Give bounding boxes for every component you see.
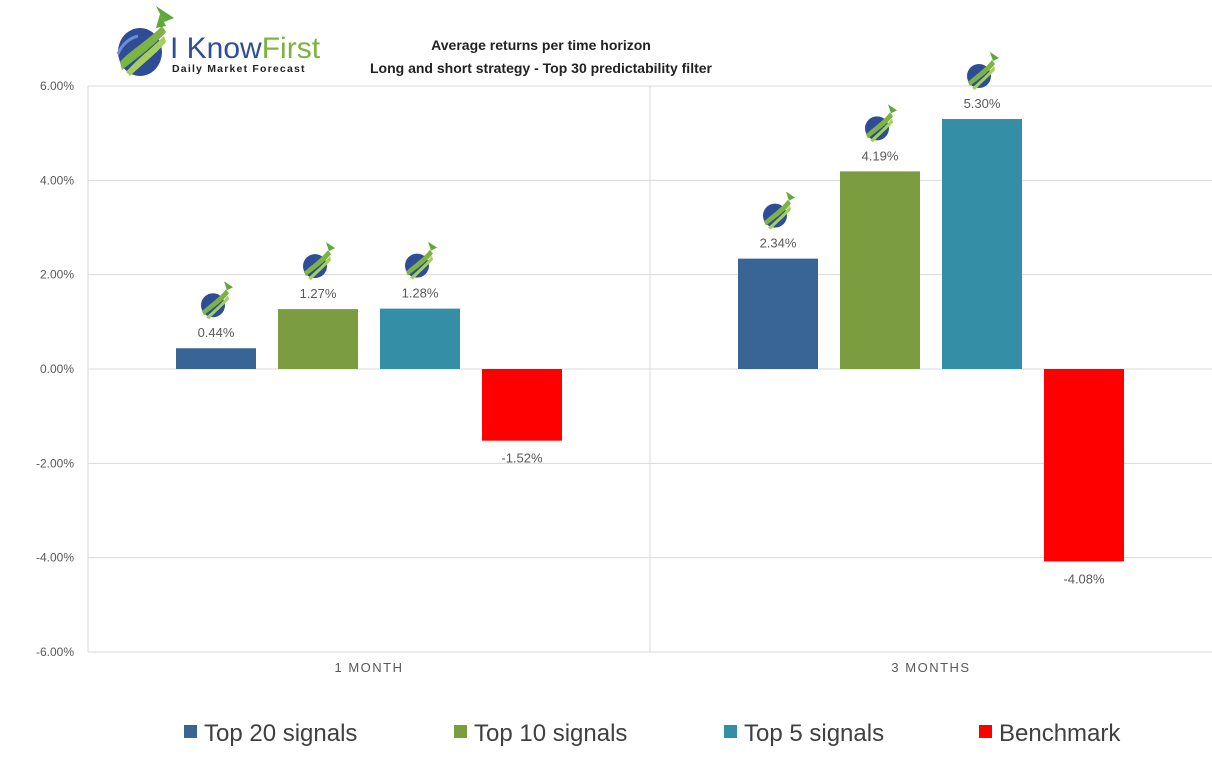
category-label: 1 MONTH bbox=[335, 660, 404, 675]
y-tick-label: 2.00% bbox=[40, 268, 74, 282]
iknowfirst-logo-icon bbox=[967, 52, 999, 91]
bar-benchmark bbox=[1044, 369, 1124, 562]
data-label: 1.27% bbox=[300, 286, 337, 301]
y-tick-label: -2.00% bbox=[36, 456, 74, 470]
bar-top-5-signals bbox=[942, 119, 1022, 370]
brand-logo: I KnowFirst Daily Market Forecast bbox=[116, 6, 321, 76]
bars bbox=[176, 119, 1124, 562]
iknowfirst-logo-icon bbox=[763, 191, 795, 230]
bar-top-10-signals bbox=[278, 309, 358, 369]
bar-top-20-signals bbox=[738, 258, 818, 369]
legend: Top 20 signals Top 10 signals Top 5 signal… bbox=[184, 720, 1121, 747]
legend-label: Top 20 signals bbox=[204, 720, 357, 747]
chart-title-line-2: Long and short strategy - Top 30 predict… bbox=[370, 60, 713, 76]
y-tick-label: 6.00% bbox=[40, 79, 74, 93]
y-tick-label: -4.00% bbox=[36, 551, 74, 565]
data-label: -4.08% bbox=[1063, 571, 1105, 586]
data-label: -1.52% bbox=[501, 451, 543, 466]
y-tick-label: -6.00% bbox=[36, 645, 74, 659]
data-label: 0.44% bbox=[198, 325, 235, 340]
bar-top-5-signals bbox=[380, 308, 460, 369]
legend-swatch bbox=[454, 725, 467, 738]
bar-top-10-signals bbox=[840, 171, 920, 369]
iknowfirst-logo-icon bbox=[405, 241, 437, 280]
category-label: 3 MONTHS bbox=[891, 660, 970, 675]
legend-swatch bbox=[184, 725, 197, 738]
iknowfirst-logo-icon bbox=[865, 104, 897, 143]
iknowfirst-logo-icon bbox=[201, 281, 233, 320]
chart-title-line-1: Average returns per time horizon bbox=[431, 37, 651, 53]
y-axis: 6.00% 4.00% 2.00% 0.00% -2.00% -4.00% -6.00% bbox=[36, 79, 74, 659]
svg-text:I KnowFirst: I KnowFirst bbox=[170, 32, 321, 65]
data-label: 2.34% bbox=[760, 236, 797, 251]
legend-label: Top 10 signals bbox=[474, 720, 627, 747]
data-label: 4.19% bbox=[862, 148, 899, 163]
data-labels: 0.44% 1.27% 1.28% -1.52% 2.34% 4.19% 5.30% -4.0… bbox=[198, 96, 1105, 586]
data-label: 1.28% bbox=[402, 286, 439, 301]
logo-brand-part2: First bbox=[262, 32, 321, 65]
logo-brand-part1: I Know bbox=[170, 32, 262, 65]
logo-tagline: Daily Market Forecast bbox=[172, 63, 306, 75]
bar-top-20-signals bbox=[176, 348, 256, 369]
legend-swatch bbox=[979, 725, 992, 738]
iknowfirst-logo-icon bbox=[116, 6, 174, 76]
gridlines bbox=[87, 85, 1212, 653]
legend-swatch bbox=[724, 725, 737, 738]
category-axis: 1 MONTH 3 MONTHS bbox=[335, 660, 970, 675]
data-label: 5.30% bbox=[964, 96, 1001, 111]
legend-label: Benchmark bbox=[999, 720, 1121, 747]
bar-benchmark bbox=[482, 369, 562, 441]
y-tick-label: 0.00% bbox=[40, 362, 74, 376]
y-tick-label: 4.00% bbox=[40, 173, 74, 187]
legend-label: Top 5 signals bbox=[744, 720, 884, 747]
